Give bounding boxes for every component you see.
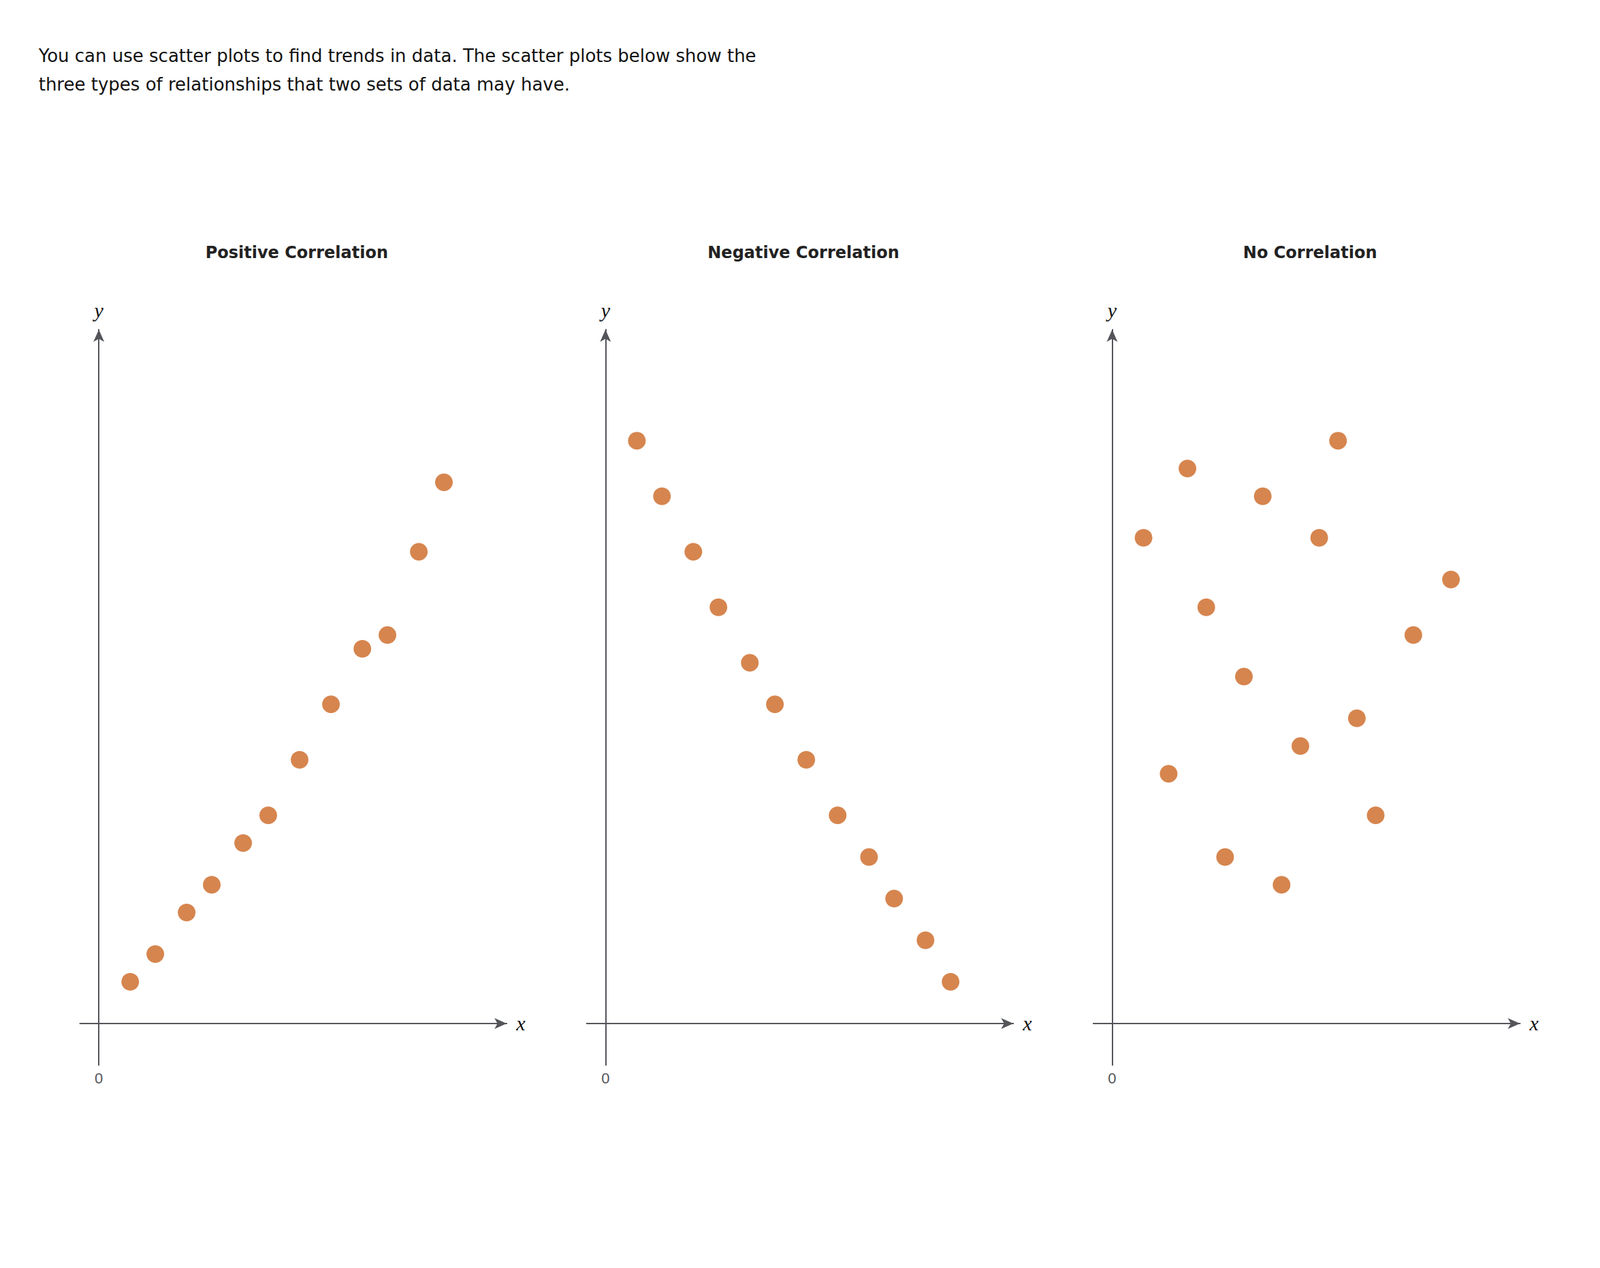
svg-text:y: y [1105,298,1118,322]
svg-text:Negative Correlation: Negative Correlation [707,243,899,263]
svg-text:0: 0 [601,1069,610,1087]
svg-text:x: x [515,1011,526,1035]
svg-text:x: x [1021,1011,1033,1035]
svg-text:x: x [1529,1011,1540,1035]
svg-text:No Correlation: No Correlation [1243,243,1378,263]
svg-text:You can use scatter plots to f: You can use scatter plots to find trends… [38,45,757,67]
svg-text:0: 0 [94,1069,103,1087]
svg-text:Positive Correlation: Positive Correlation [205,243,389,263]
svg-text:y: y [91,298,104,322]
svg-text:y: y [599,298,611,322]
svg-text:three types of relationships t: three types of relationships that two se… [38,74,570,95]
svg-text:0: 0 [1107,1069,1116,1087]
